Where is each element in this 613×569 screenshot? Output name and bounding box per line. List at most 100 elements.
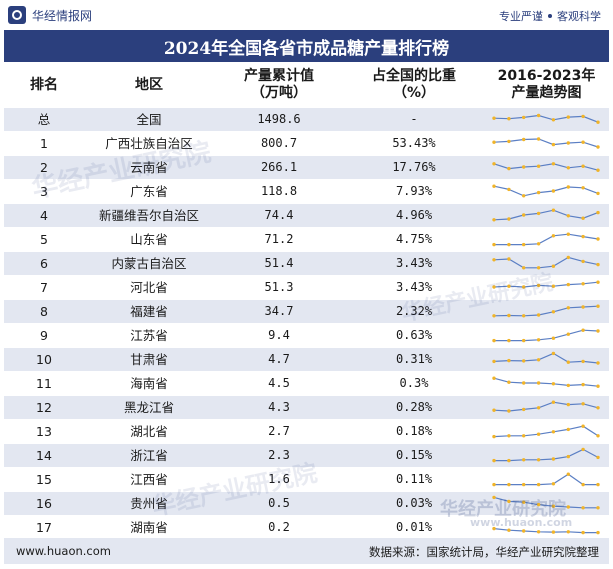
trend-point <box>551 482 556 486</box>
trend-point <box>596 455 600 460</box>
trend-point <box>596 280 600 284</box>
trend-point <box>566 115 570 119</box>
cell-share: 0.11% <box>395 472 433 486</box>
trend-point <box>522 458 526 462</box>
header-share: 占全国的比重 （%） <box>372 68 456 101</box>
table-row: 12 黑龙江省 4.3 0.28% <box>4 396 609 419</box>
trend-point <box>581 382 585 387</box>
trend-point <box>551 162 556 166</box>
trend-point <box>566 383 570 388</box>
trend-point <box>551 142 556 147</box>
trend-point <box>536 530 541 534</box>
table-title-bar: 2024年全国各省市成品糖产量排行榜 <box>4 30 609 62</box>
trend-point <box>596 361 600 365</box>
trend-point <box>581 305 585 309</box>
cell-share: - <box>410 112 418 126</box>
cell-output: 51.4 <box>264 256 294 270</box>
cell-rank: 2 <box>40 160 48 175</box>
trend-point <box>536 458 541 462</box>
trend-point <box>566 332 570 336</box>
trend-point <box>551 400 556 404</box>
table-row: 10 甘肃省 4.7 0.31% <box>4 348 609 371</box>
trend-line <box>493 496 598 509</box>
footer: www.huaon.com 数据来源：国家统计局，华经产业研究院整理 <box>4 538 609 564</box>
cell-output: 118.8 <box>260 184 298 198</box>
trend-point <box>492 242 496 247</box>
trend-point <box>566 505 570 509</box>
trend-point <box>581 282 585 286</box>
trend-line <box>494 329 599 342</box>
trend-point <box>581 259 585 264</box>
trend-point <box>581 402 585 406</box>
trend-point <box>536 137 541 141</box>
trend-point <box>581 164 585 168</box>
trend-point <box>507 242 511 247</box>
footer-source: 数据来源：国家统计局，华经产业研究院整理 <box>369 545 599 559</box>
trend-point <box>596 482 600 487</box>
trend-point <box>581 424 585 428</box>
trend-point <box>581 530 585 535</box>
trend-point <box>596 506 600 510</box>
table-row: 总 全国 1498.6 - <box>4 108 609 131</box>
trend-point <box>551 234 556 238</box>
trend-point <box>596 304 600 308</box>
cell-output: 2.3 <box>268 448 290 462</box>
trend-point <box>551 382 556 386</box>
trend-point <box>536 338 541 342</box>
cell-rank: 14 <box>36 448 52 463</box>
cell-rank: 9 <box>40 328 48 343</box>
trend-point <box>581 447 585 452</box>
trend-sparkline <box>492 162 600 172</box>
footer-url[interactable]: www.huaon.com <box>16 544 111 558</box>
table-row: 5 山东省 71.2 4.75% <box>4 228 609 251</box>
trend-point <box>492 526 496 531</box>
trend-point <box>566 282 570 287</box>
trend-point <box>536 432 541 436</box>
trend-point <box>536 406 541 410</box>
trend-point <box>507 380 511 384</box>
cell-region: 广东省 <box>130 184 168 199</box>
trend-line <box>494 473 598 486</box>
cell-rank: 12 <box>36 400 52 415</box>
cell-rank: 11 <box>36 376 52 391</box>
trend-point <box>536 482 541 487</box>
brand-logo[interactable]: 华经情报网 <box>8 6 92 24</box>
cell-share: 0.63% <box>395 328 433 342</box>
trend-point <box>492 184 496 188</box>
table-row: 16 贵州省 0.5 0.03% <box>4 492 609 515</box>
cell-output: 4.7 <box>268 352 290 366</box>
trend-point <box>551 310 556 314</box>
cell-output: 800.7 <box>260 136 298 150</box>
cell-share: 0.03% <box>395 496 433 510</box>
trend-point <box>596 145 600 149</box>
cell-share: 0.3% <box>399 376 429 390</box>
trend-point <box>581 216 585 220</box>
cell-region: 贵州省 <box>130 496 168 511</box>
table-row: 14 浙江省 2.3 0.15% <box>4 444 609 467</box>
trend-point <box>566 402 570 407</box>
cell-share: 53.43% <box>392 136 436 150</box>
trend-line <box>493 185 599 197</box>
trend-point <box>507 284 511 288</box>
trend-point <box>596 237 600 241</box>
trend-point <box>581 328 585 332</box>
cell-output: 34.7 <box>264 304 294 318</box>
trend-point <box>551 208 556 212</box>
trend-line <box>493 377 599 387</box>
cell-output: 4.5 <box>268 376 290 390</box>
trend-point <box>522 242 526 247</box>
cell-share: 3.43% <box>395 256 433 270</box>
tagline-first: 专业严谨 <box>499 10 543 23</box>
trend-point <box>536 502 541 507</box>
trend-point <box>492 162 496 166</box>
table-title: 2024年全国各省市成品糖产量排行榜 <box>163 38 450 59</box>
table-header: 排名 地区 产量累计值 （万吨） 占全国的比重 （%） 2016-2023年 产… <box>4 62 609 108</box>
cell-region: 湖南省 <box>130 520 168 535</box>
trend-line <box>493 209 599 221</box>
trend-point <box>551 457 556 461</box>
cell-region: 海南省 <box>130 376 168 391</box>
table-row: 1 广西壮族自治区 800.7 53.43% <box>4 132 609 155</box>
cell-share: 2.32% <box>395 304 433 318</box>
trend-point <box>492 434 496 439</box>
trend-point <box>551 284 556 288</box>
